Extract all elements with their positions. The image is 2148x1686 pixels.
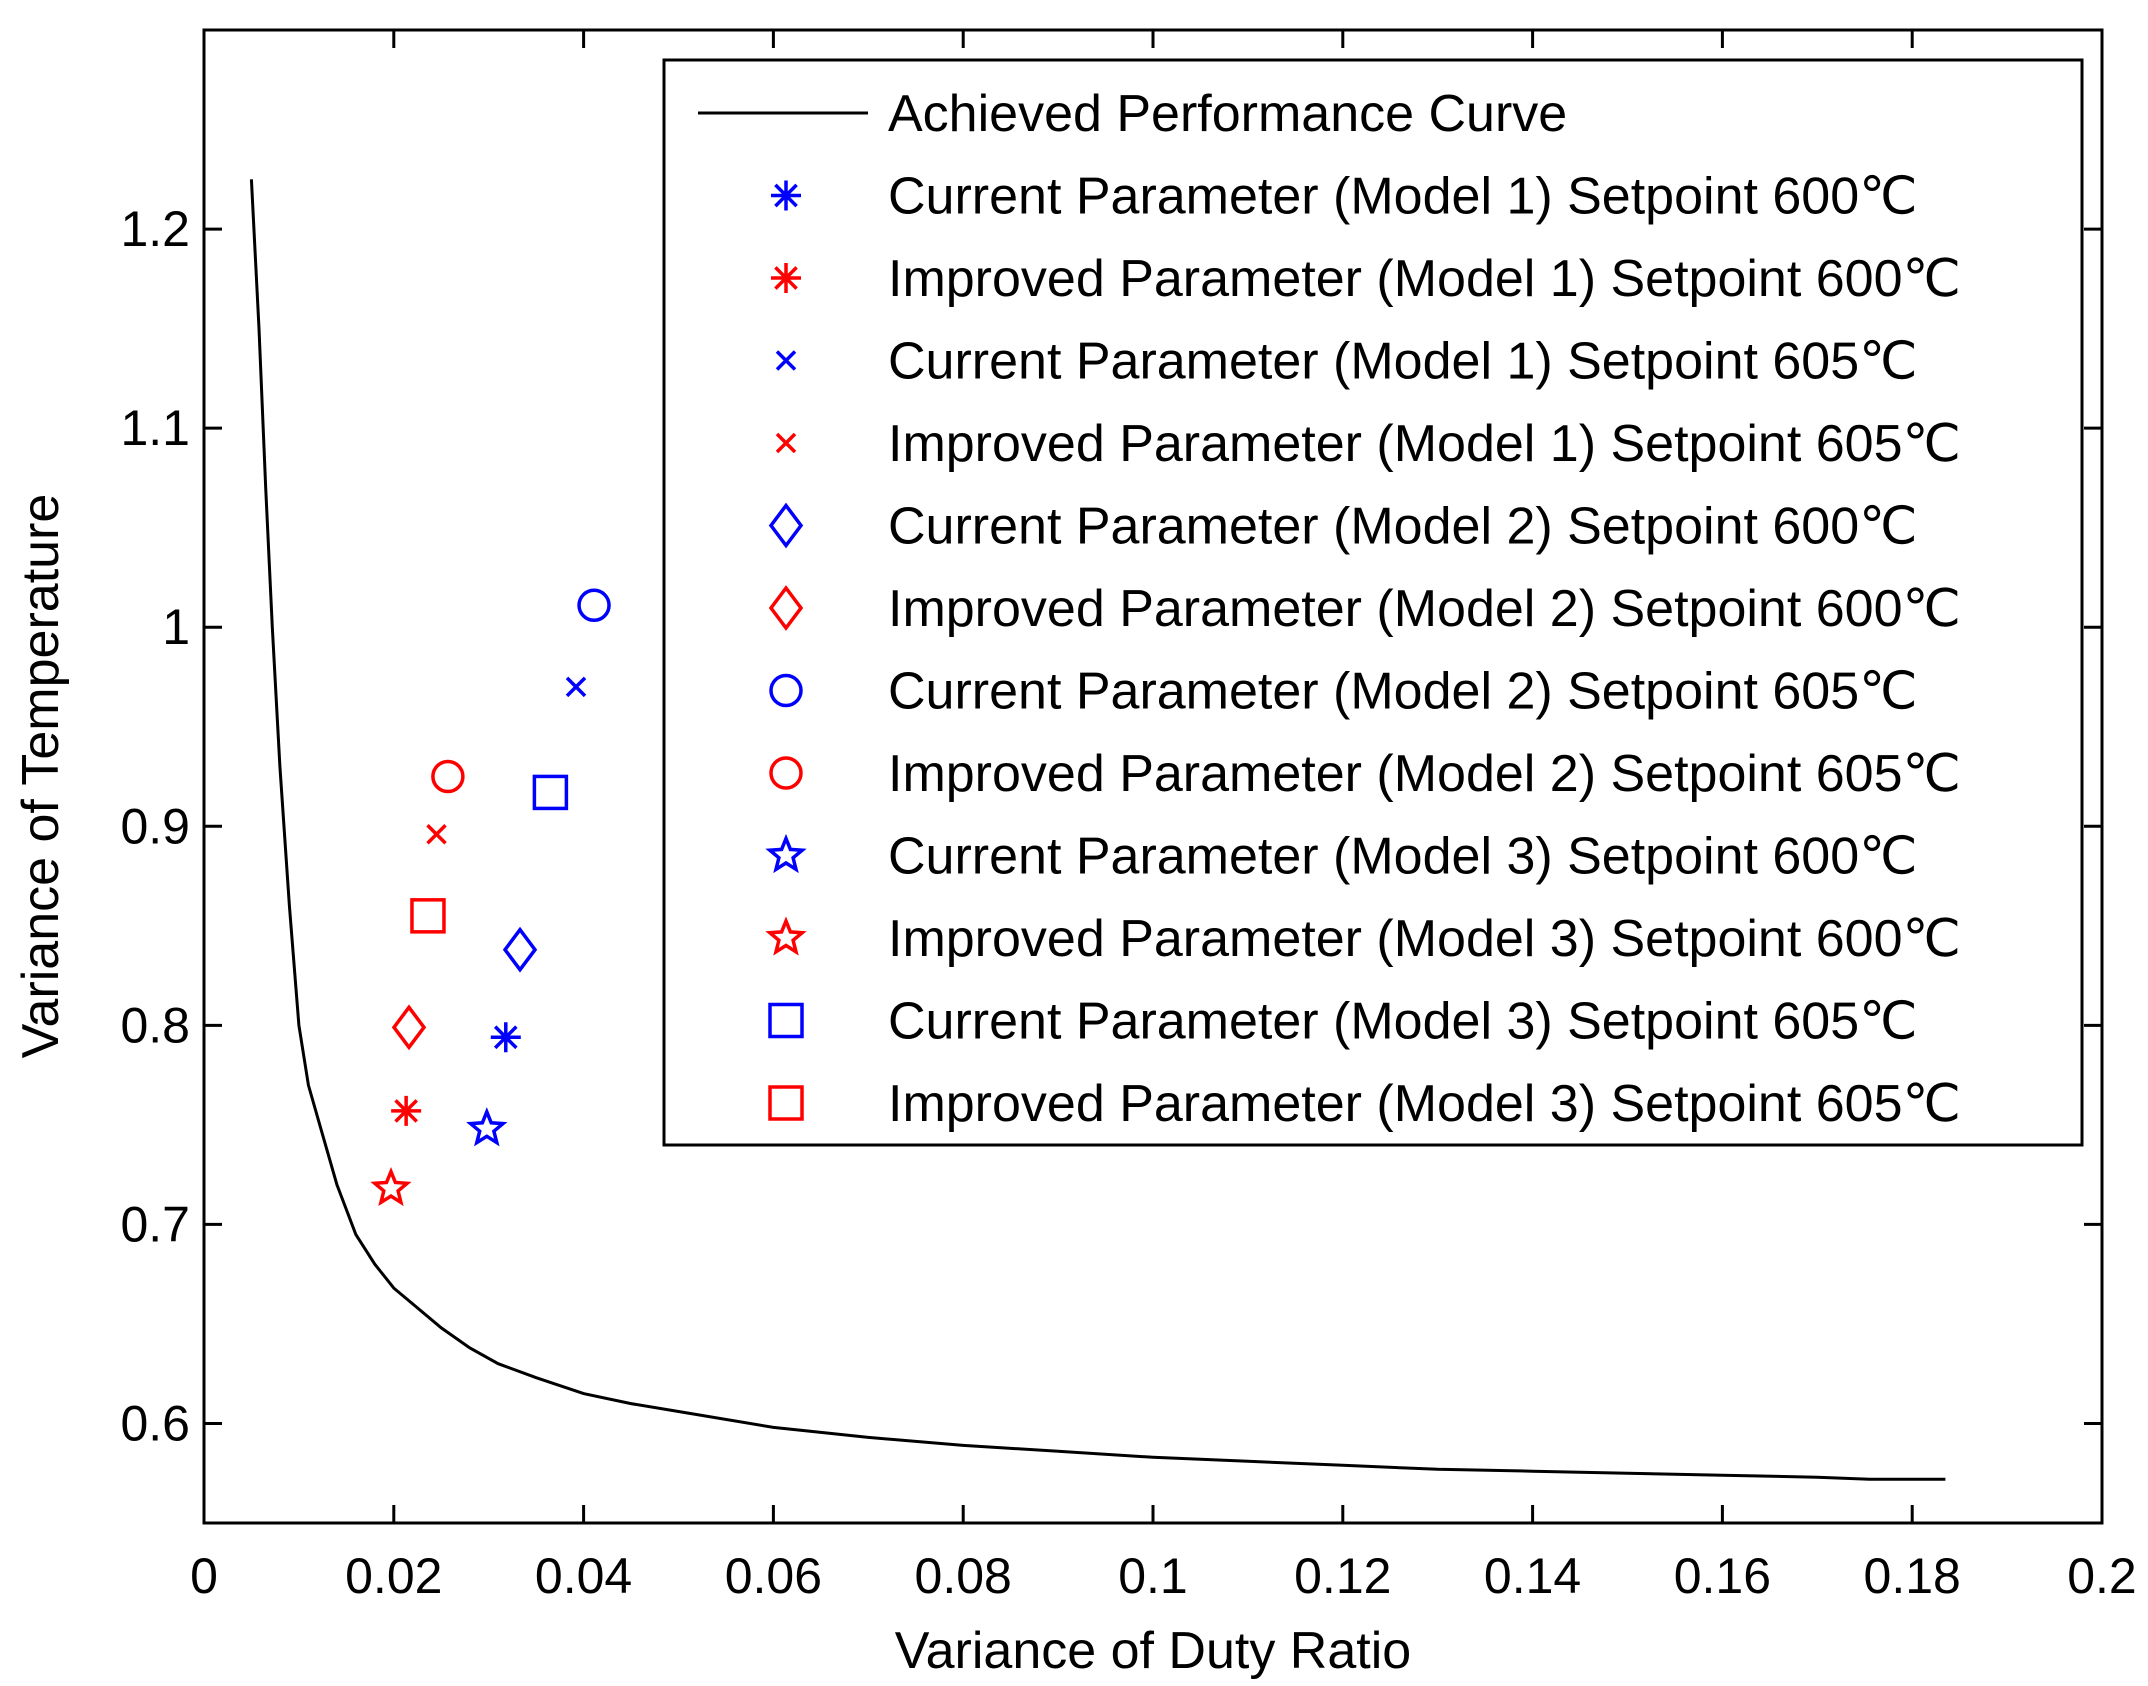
y-tick-label: 1.1 xyxy=(120,400,190,456)
y-axis-label: Variance of Temperature xyxy=(12,494,70,1059)
y-tick-label: 0.8 xyxy=(120,997,190,1053)
x-tick-label: 0.18 xyxy=(1864,1548,1961,1604)
legend-symbol-pentagram xyxy=(765,916,807,956)
x-tick-label: 0.04 xyxy=(535,1548,632,1604)
x-tick-label: 0.2 xyxy=(2067,1548,2137,1604)
data-point-x xyxy=(426,823,447,845)
legend-symbol-square xyxy=(768,1085,804,1121)
data-point-pentagram xyxy=(370,1166,412,1207)
legend-entry-label: Improved Parameter (Model 1) Setpoint 60… xyxy=(888,415,1961,473)
legend: Achieved Performance Curve Current Parame… xyxy=(662,58,2084,1147)
x-tick-label: 0.1 xyxy=(1118,1548,1188,1604)
data-point-diamond xyxy=(391,1004,427,1051)
x-axis-label: Variance of Duty Ratio xyxy=(895,1622,1411,1680)
legend-symbol-x xyxy=(775,432,797,454)
tick-marks xyxy=(202,30,2104,1523)
legend-entry-label: Improved Parameter (Model 1) Setpoint 60… xyxy=(888,250,1961,308)
legend-entry-label: Improved Parameter (Model 2) Setpoint 60… xyxy=(888,580,1961,638)
legend-entry-label: Current Parameter (Model 3) Setpoint 600… xyxy=(888,828,1918,886)
data-point-diamond xyxy=(502,926,538,973)
legend-symbol-circle xyxy=(769,673,803,708)
curve-layer xyxy=(249,179,1946,1481)
y-tick-label: 0.9 xyxy=(120,798,190,854)
legend-symbol-asterisk xyxy=(771,180,801,211)
tick-labels: 0 0.02 0.04 0.06 0.08 0.1 0.12 0.14 0.16 0.18 0.2 0… xyxy=(120,201,2136,1604)
y-tick-label: 1.2 xyxy=(120,201,190,257)
legend-entry-label: Achieved Performance Curve xyxy=(888,85,1567,143)
legend-entry-label: Improved Parameter (Model 3) Setpoint 60… xyxy=(888,910,1961,968)
data-point-square xyxy=(410,898,446,934)
x-tick-label: 0.14 xyxy=(1484,1548,1581,1604)
performance-curve xyxy=(249,179,1946,1481)
legend-entry-label: Current Parameter (Model 1) Setpoint 600… xyxy=(888,168,1918,226)
x-tick-label: 0.02 xyxy=(345,1548,442,1604)
legend-symbol-diamond xyxy=(768,502,804,549)
legend-symbol-diamond xyxy=(768,585,804,631)
data-point-square xyxy=(532,774,569,811)
legend-entry-label: Current Parameter (Model 1) Setpoint 605… xyxy=(888,333,1918,391)
data-point-pentagram xyxy=(466,1107,508,1147)
data-markers xyxy=(370,588,611,1207)
legend-symbol-asterisk xyxy=(771,263,801,293)
y-tick-label: 0.6 xyxy=(120,1395,190,1451)
legend-symbol-x xyxy=(775,350,797,371)
legend-entry-label: Current Parameter (Model 2) Setpoint 605… xyxy=(888,663,1918,721)
x-tick-label: 0.08 xyxy=(915,1548,1012,1604)
data-point-x xyxy=(565,676,587,698)
x-tick-label: 0.06 xyxy=(725,1548,822,1604)
data-point-circle xyxy=(577,588,611,623)
x-tick-label: 0.16 xyxy=(1674,1548,1771,1604)
data-point-asterisk xyxy=(391,1095,422,1126)
legend-symbol-square xyxy=(768,1002,804,1039)
x-tick-label: 0 xyxy=(190,1548,218,1604)
data-point-circle xyxy=(431,759,465,794)
legend-entry-label: Current Parameter (Model 3) Setpoint 605… xyxy=(888,993,1918,1051)
legend-entry-label: Improved Parameter (Model 2) Setpoint 60… xyxy=(888,745,1961,803)
legend-symbol-pentagram xyxy=(765,833,807,874)
legend-entry-label: Current Parameter (Model 2) Setpoint 600… xyxy=(888,498,1918,556)
x-tick-label: 0.12 xyxy=(1294,1548,1391,1604)
legend-entry-label: Improved Parameter (Model 3) Setpoint 60… xyxy=(888,1075,1961,1133)
y-tick-label: 1 xyxy=(162,599,190,655)
y-tick-label: 0.7 xyxy=(120,1196,190,1252)
legend-box xyxy=(662,58,2084,1147)
data-point-asterisk xyxy=(490,1022,521,1053)
legend-symbol-circle xyxy=(769,756,803,790)
